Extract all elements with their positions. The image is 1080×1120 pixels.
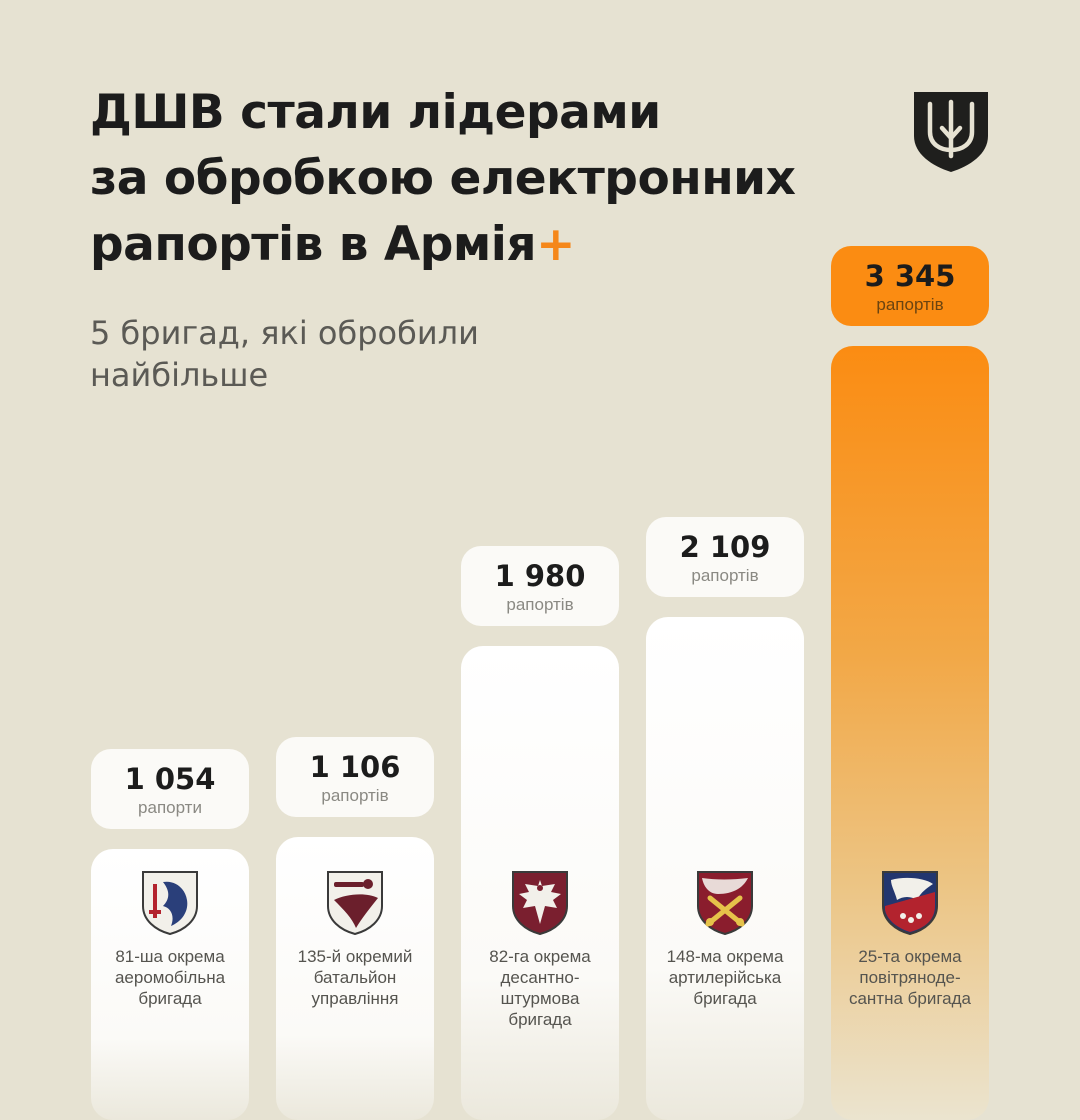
data-label-unit: рапортів xyxy=(321,786,389,805)
data-label: 1 054 рапорти xyxy=(91,749,249,829)
data-label-value: 2 109 xyxy=(679,530,771,564)
subtitle-line-2: найбільше xyxy=(90,356,269,394)
eagle-head-stars-badge-icon xyxy=(881,870,939,936)
title-line-2: за обробкою електронних xyxy=(90,151,796,206)
data-label-unit: рапортів xyxy=(506,595,574,614)
data-label-value: 3 345 xyxy=(864,259,956,293)
eagle-badge-icon xyxy=(511,870,569,936)
chart-bar xyxy=(646,617,804,1120)
title-plus: + xyxy=(536,217,575,272)
page-title: ДШВ стали лідерами за обробкою електронни… xyxy=(90,80,850,278)
data-label: 3 345 рапортів xyxy=(831,246,989,326)
category-label: 135-й окремий батальйон управління xyxy=(297,947,413,1008)
bar-chart: 1 054 рапорти 81-ша окрема аеромобільна бриг… xyxy=(91,246,989,1120)
title-line-3: рапортів в Армія xyxy=(90,217,537,272)
data-label: 1 106 рапортів xyxy=(276,737,434,817)
data-label: 2 109 рапортів xyxy=(646,517,804,597)
crossed-cannons-badge-icon xyxy=(696,870,754,936)
data-label-unit: рапортів xyxy=(691,566,759,585)
subtitle-line-1: 5 бригад, які обробили xyxy=(90,314,479,352)
griffin-badge-icon xyxy=(141,870,199,936)
category-label: 148-ма окрема артилерійська бригада xyxy=(666,947,784,1008)
data-label-unit: рапортів xyxy=(876,295,944,314)
title-line-1: ДШВ стали лідерами xyxy=(90,85,661,140)
data-label: 1 980 рапортів xyxy=(461,546,619,626)
chart-bar xyxy=(831,346,989,1120)
data-label-value: 1 054 xyxy=(124,762,216,796)
category-label: 25-та окрема повітрянодe-сантна бригада xyxy=(848,947,972,1008)
category-label: 82-га окрема десантно-штурмова бригада xyxy=(489,947,591,1029)
data-label-value: 1 980 xyxy=(494,559,586,593)
data-label-unit: рапорти xyxy=(138,798,202,817)
trident-shield-icon xyxy=(914,92,988,172)
page-subtitle: 5 бригад, які обробили найбільше xyxy=(90,312,610,396)
wing-mace-badge-icon xyxy=(326,870,384,936)
data-label-value: 1 106 xyxy=(309,750,401,784)
category-label: 81-ша окрема аеромобільна бригада xyxy=(114,947,226,1008)
